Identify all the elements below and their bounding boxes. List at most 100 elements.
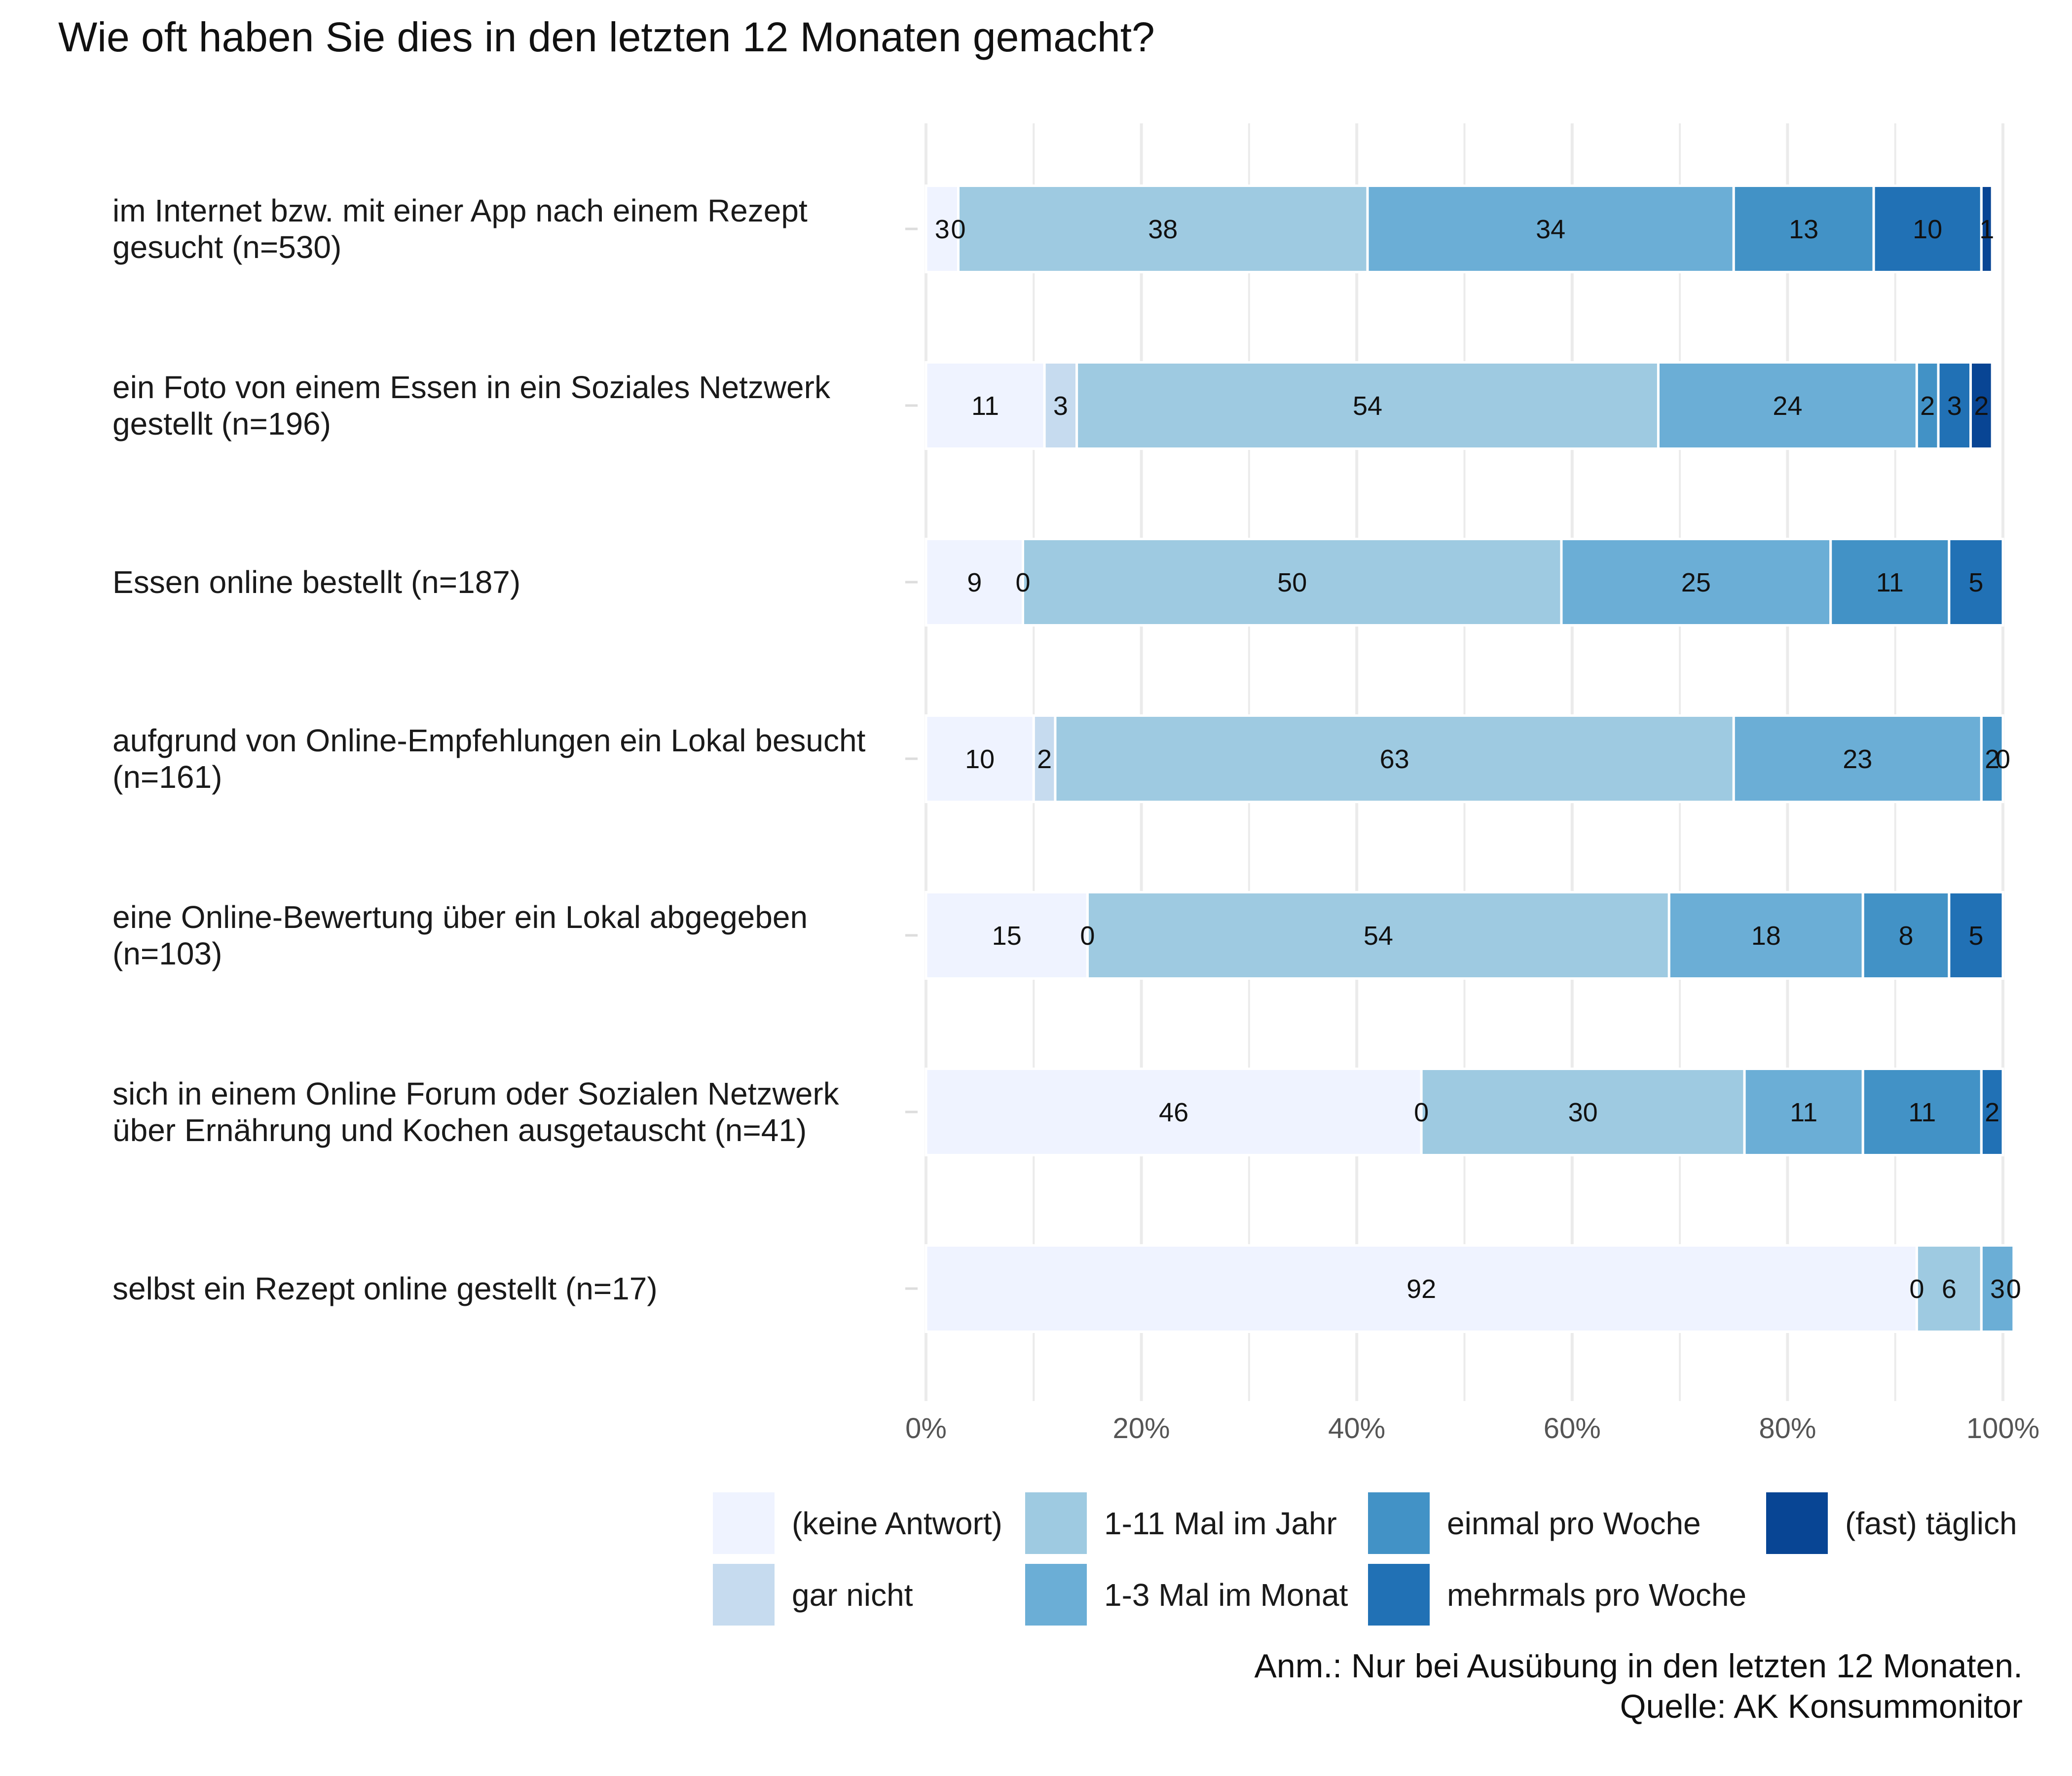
data-label: 54: [1364, 921, 1393, 951]
data-label: 13: [1789, 215, 1818, 244]
legend-label: einmal pro Woche: [1447, 1506, 1701, 1541]
category-label: sich in einem Online Forum oder Sozialen…: [112, 1076, 840, 1111]
bar-segment: [1915, 361, 1940, 450]
note-line: Quelle: AK Konsummonitor: [1620, 1688, 2023, 1725]
bar-segment: [925, 1068, 1423, 1156]
bar-segment: [1980, 714, 2004, 803]
data-label: 2: [1974, 391, 1989, 421]
bar-segment: [925, 1244, 1918, 1333]
data-label: 0: [2006, 1274, 2021, 1304]
legend-swatch: [1368, 1564, 1430, 1626]
bar-segment: [1420, 1068, 1746, 1156]
data-label: 0: [1414, 1098, 1429, 1127]
data-label: 24: [1773, 391, 1802, 421]
bar-segment: [1937, 361, 1972, 450]
data-label: 50: [1277, 568, 1307, 597]
bar-segment: [1086, 891, 1670, 980]
bar-segment: [1948, 891, 2004, 980]
bar-segment: [1032, 714, 1057, 803]
x-tick-label: 80%: [1759, 1412, 1816, 1444]
category-label: eine Online-Bewertung über ein Lokal abg…: [112, 899, 808, 935]
category-label: Essen online bestellt (n=187): [112, 564, 520, 600]
bar-segment: [1021, 538, 1563, 627]
data-label: 5: [1968, 568, 1983, 597]
category-label: gesucht (n=530): [112, 229, 341, 265]
bar-segment: [1980, 1068, 2004, 1156]
note-line: Anm.: Nur bei Ausübung in den letzten 12…: [1255, 1647, 2023, 1685]
category-label: gestellt (n=196): [112, 406, 331, 442]
data-label: 2: [1920, 391, 1935, 421]
bar-segment: [1861, 1068, 1983, 1156]
category-label: im Internet bzw. mit einer App nach eine…: [112, 193, 808, 228]
category-label: über Ernährung und Kochen ausgetauscht (…: [112, 1112, 807, 1148]
data-label: 6: [1942, 1274, 1957, 1304]
legend-label: (fast) täglich: [1845, 1506, 2017, 1541]
bar-segment: [1732, 714, 1983, 803]
bar-segment: [1948, 538, 2004, 627]
data-label: 3: [1053, 391, 1068, 421]
data-label: 0: [2006, 1274, 2021, 1304]
chart-title: Wie oft haben Sie dies in den letzten 12…: [58, 14, 1155, 60]
legend-swatch: [1025, 1492, 1087, 1554]
data-label: 11: [1908, 1098, 1936, 1127]
legend-label: gar nicht: [792, 1577, 913, 1613]
data-label: 3: [1990, 1274, 2005, 1304]
legend-label: 1-3 Mal im Monat: [1104, 1577, 1348, 1613]
x-tick-label: 60%: [1544, 1412, 1601, 1444]
category-label: (n=103): [112, 936, 222, 971]
category-label: (n=161): [112, 759, 222, 795]
bar-segment: [1915, 1244, 1983, 1333]
bar-segment: [957, 185, 1369, 273]
legend-swatch: [1025, 1564, 1087, 1626]
data-label: 11: [971, 391, 999, 421]
bar-segment: [1969, 361, 1994, 450]
data-label: 2: [1985, 744, 1999, 774]
legend: (keine Antwort) gar nicht 1-11 Mal im Jahr…: [713, 1492, 2017, 1626]
data-label: 3: [1947, 391, 1962, 421]
legend-swatch: [1766, 1492, 1828, 1554]
data-label: 0: [1080, 921, 1095, 951]
data-label: 92: [1406, 1274, 1436, 1304]
bar-segment: [1732, 185, 1875, 273]
bars: 3 0 38 34 13 10 111 3 54 24 2 3 29 0 50 25 11 510 2 63 23 201…: [925, 185, 2021, 1333]
data-label: 23: [1843, 744, 1872, 774]
category-label: aufgrund von Online-Empfehlungen ein Lok…: [112, 723, 866, 758]
data-label: 18: [1751, 921, 1781, 951]
source-note: Anm.: Nur bei Ausübung in den letzten 12…: [1255, 1647, 2023, 1725]
data-label: 10: [965, 744, 995, 774]
data-label: 0: [951, 215, 965, 244]
bar-segment: [1980, 185, 1994, 273]
data-label: 11: [1876, 568, 1904, 597]
bar-segment: [1980, 1244, 2015, 1333]
bar-segment: [1366, 185, 1735, 273]
data-label: 0: [1996, 744, 2010, 774]
data-label: 54: [1353, 391, 1382, 421]
data-label: 15: [992, 921, 1022, 951]
bar-segment: [925, 538, 1024, 627]
category-label: ein Foto von einem Essen in ein Soziales…: [112, 370, 831, 405]
x-tick-label: 0%: [905, 1412, 947, 1444]
x-tick-label: 40%: [1328, 1412, 1385, 1444]
data-label: 3: [935, 215, 950, 244]
data-label: 10: [1913, 215, 1942, 244]
data-label: 34: [1536, 215, 1565, 244]
bar-segment: [1054, 714, 1735, 803]
x-tick-label: 20%: [1113, 1412, 1170, 1444]
data-label: 5: [1968, 921, 1983, 951]
data-label: 63: [1380, 744, 1409, 774]
data-label: 11: [1790, 1098, 1817, 1127]
bar-segment: [1075, 361, 1660, 450]
data-label: 25: [1681, 568, 1711, 597]
data-label: 2: [1985, 1098, 1999, 1127]
bar-segment: [1829, 538, 1951, 627]
legend-swatch: [713, 1492, 775, 1554]
data-label: 9: [967, 568, 982, 597]
legend-label: mehrmals pro Woche: [1447, 1577, 1746, 1613]
legend-label: 1-11 Mal im Jahr: [1104, 1506, 1337, 1541]
bar-segment: [1560, 538, 1832, 627]
category-label: selbst ein Rezept online gestellt (n=17): [112, 1271, 658, 1306]
bar-segment: [925, 891, 1089, 980]
legend-swatch: [713, 1564, 775, 1626]
category-labels: im Internet bzw. mit einer App nach eine…: [112, 193, 866, 1306]
